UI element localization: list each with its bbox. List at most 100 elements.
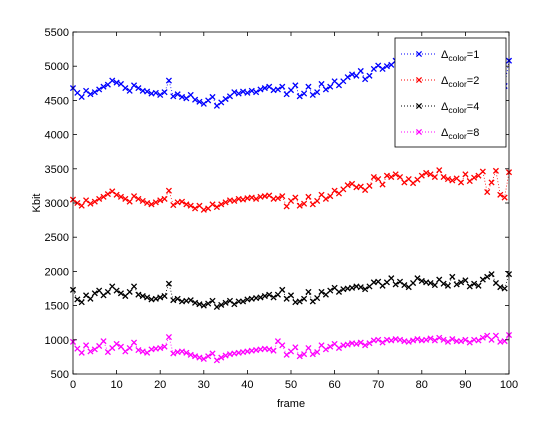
data-point — [401, 179, 408, 186]
data-point — [401, 282, 408, 289]
data-point — [383, 63, 390, 70]
data-point — [261, 292, 268, 300]
data-point — [444, 176, 452, 183]
data-point — [192, 299, 199, 306]
data-point — [466, 339, 473, 346]
data-point — [296, 298, 303, 305]
data-point — [213, 204, 220, 211]
data-point — [279, 193, 286, 200]
data-point — [309, 91, 316, 98]
data-point — [200, 100, 207, 107]
x-axis-ticks: 0 10 20 30 40 50 60 70 80 90 100 — [70, 32, 518, 391]
legend-value: =4 — [467, 101, 480, 113]
data-point — [213, 357, 220, 364]
y-tick-label: 4500 — [45, 95, 69, 107]
data-point — [135, 347, 142, 354]
data-point — [126, 288, 133, 295]
data-point — [427, 171, 434, 178]
data-point — [270, 294, 277, 301]
data-point — [392, 171, 399, 178]
data-point — [253, 89, 260, 96]
data-point — [462, 277, 469, 284]
x-tick-label: 30 — [198, 379, 210, 391]
legend-marker-1 — [415, 50, 423, 58]
data-point — [222, 95, 229, 103]
x-tick-label: 80 — [416, 379, 428, 391]
data-point — [423, 169, 430, 176]
data-point — [314, 197, 321, 205]
data-point — [410, 279, 417, 287]
data-point — [161, 195, 168, 202]
data-point — [209, 93, 216, 101]
data-point — [279, 342, 286, 349]
data-point — [287, 87, 295, 94]
data-point — [414, 275, 421, 282]
data-point — [418, 172, 425, 179]
data-point — [139, 292, 146, 300]
data-point — [466, 178, 473, 185]
data-point — [283, 295, 290, 302]
data-point — [257, 294, 264, 301]
data-point — [205, 353, 212, 360]
data-point — [348, 284, 356, 291]
data-point — [91, 89, 98, 96]
data-point — [436, 167, 443, 174]
legend-subscript: color — [448, 79, 467, 89]
data-point — [87, 295, 94, 302]
data-point — [139, 348, 146, 355]
data-point — [392, 281, 399, 288]
data-point — [161, 89, 168, 96]
data-point — [213, 102, 220, 109]
data-point — [375, 336, 382, 343]
data-point — [152, 89, 159, 96]
data-point — [296, 353, 303, 360]
legend-value: =8 — [467, 127, 480, 139]
data-point — [301, 90, 308, 97]
data-point — [305, 344, 312, 352]
legend-value: =1 — [467, 49, 480, 61]
data-point — [165, 187, 172, 194]
data-point — [83, 197, 90, 204]
data-point — [226, 297, 234, 304]
legend-label-4: Δcolor=8 — [441, 127, 479, 141]
data-point — [497, 191, 504, 198]
data-point — [130, 339, 138, 346]
data-point — [157, 91, 164, 98]
data-point — [283, 351, 290, 358]
data-point — [348, 180, 356, 187]
data-point — [87, 91, 94, 98]
data-point — [357, 339, 364, 346]
data-point — [440, 336, 447, 343]
legend-label-2: Δcolor=2 — [441, 75, 479, 89]
data-point — [183, 201, 190, 208]
y-axis-ticks: 500 1000 1500 2000 2500 3000 3500 4000 4500 5000 5… — [45, 27, 509, 381]
data-point — [309, 201, 316, 208]
data-point — [248, 194, 255, 201]
data-point — [205, 97, 212, 104]
data-point — [379, 339, 386, 346]
data-point — [187, 351, 194, 358]
data-point — [335, 344, 343, 352]
data-point — [266, 83, 273, 90]
x-axis-label: frame — [277, 398, 305, 410]
data-point — [113, 287, 120, 294]
data-point — [244, 89, 251, 96]
data-point — [104, 191, 111, 198]
data-point — [209, 350, 216, 357]
data-point — [388, 275, 395, 282]
data-point — [100, 338, 107, 345]
legend-box — [394, 37, 507, 148]
x-tick-label: 0 — [70, 379, 76, 391]
data-point — [165, 334, 172, 341]
data-point — [126, 198, 133, 205]
data-point — [279, 83, 286, 90]
data-point — [462, 171, 469, 178]
data-point — [497, 284, 504, 291]
data-point — [165, 280, 172, 287]
data-point — [218, 99, 225, 106]
data-point — [117, 290, 125, 297]
legend-symbol: Δ — [441, 49, 449, 61]
data-point — [457, 279, 465, 286]
data-point — [122, 195, 129, 202]
data-point — [431, 337, 438, 344]
